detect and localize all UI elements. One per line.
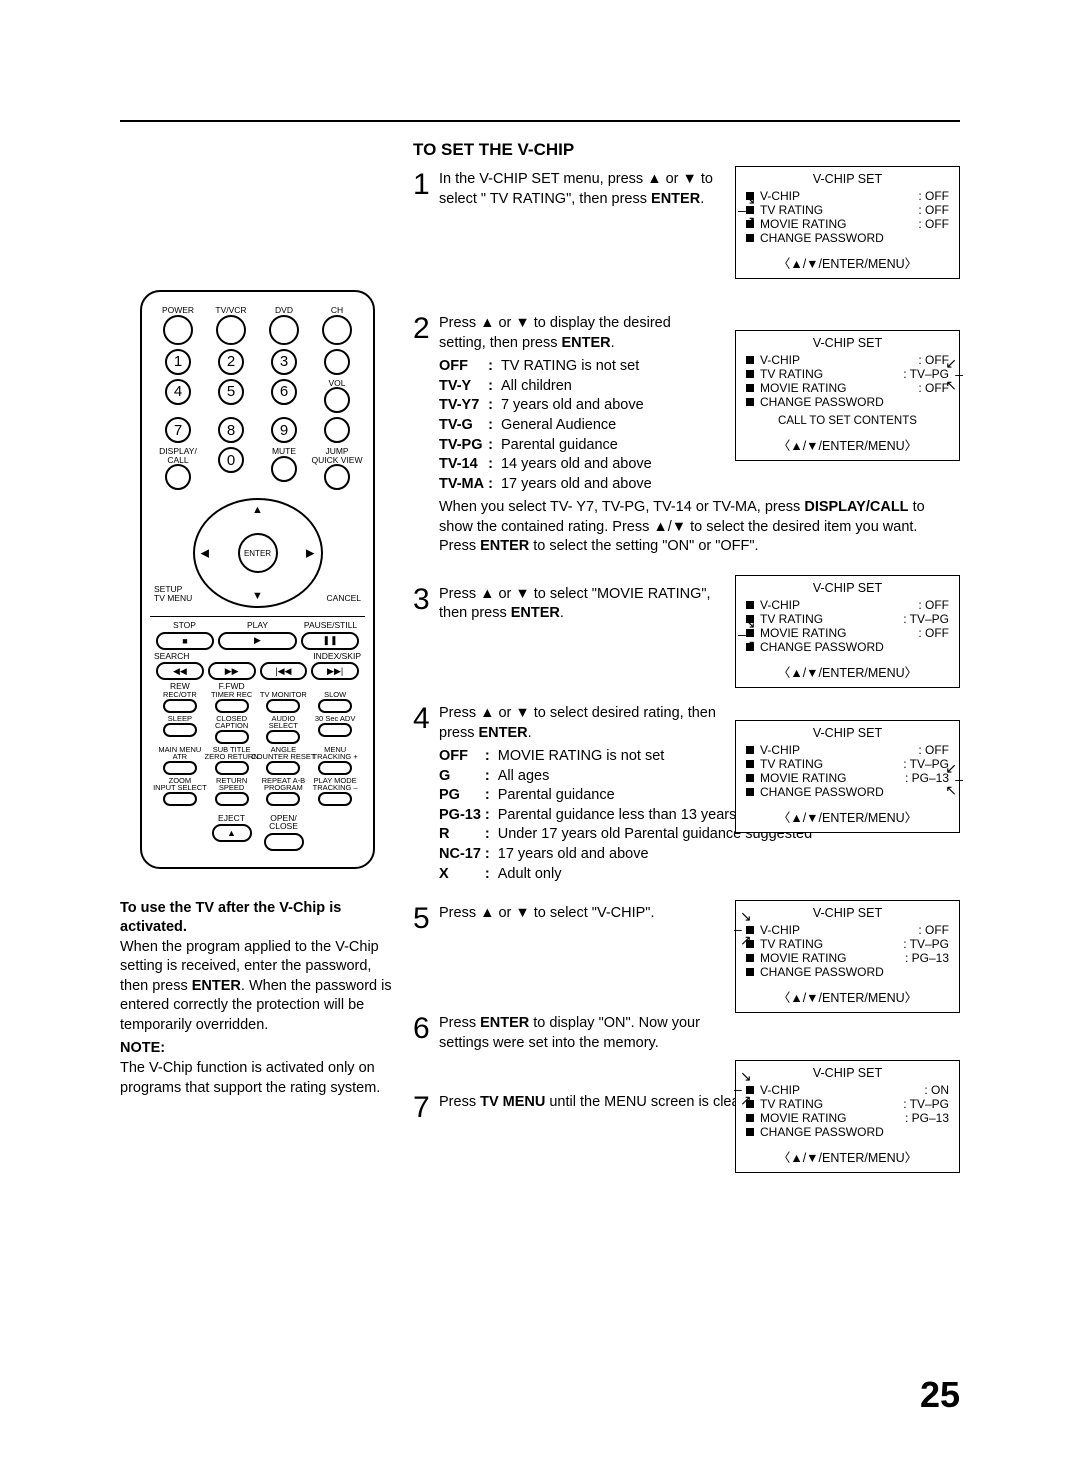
- nav-pad: ENTER ▲▼▶◀: [193, 498, 323, 608]
- num-8: 8: [218, 417, 244, 443]
- vol-label: VOL: [328, 379, 345, 388]
- vol-up-button: [324, 387, 350, 413]
- ch-down-button: [324, 349, 350, 375]
- setup-label: SETUP TV MENU: [154, 585, 192, 602]
- num-1: 1: [165, 349, 191, 375]
- right-column: TO SET THE V-CHIP 1In the V-CHIP SET men…: [413, 140, 960, 1133]
- enter-button: ENTER: [238, 533, 278, 573]
- note-heading: To use the TV after the V-Chip is activa…: [120, 899, 395, 938]
- num-6: 6: [271, 379, 297, 405]
- osd-step-5: V-CHIP SETV-CHIPOFF↘↗–TV RATINGTV–PGMOVI…: [735, 900, 960, 1013]
- osd-step-1: V-CHIP SETV-CHIPOFFTV RATINGOFF↘↗–MOVIE …: [735, 166, 960, 279]
- button-row-a: REC/OTRTIMER RECTV MONITORSLOW: [154, 691, 361, 715]
- note-body: When the program applied to the V-Chip s…: [120, 938, 395, 1036]
- power-label: POWER: [162, 306, 194, 315]
- search-label: SEARCH: [154, 651, 189, 661]
- power-button: [163, 315, 193, 345]
- open-button: [264, 833, 304, 851]
- num-4: 4: [165, 379, 191, 405]
- tvvcr-label: TV/VCR: [215, 306, 246, 315]
- num-5: 5: [218, 379, 244, 405]
- page-number: 25: [920, 1374, 960, 1416]
- stop-label: STOP: [154, 621, 215, 630]
- num-7: 7: [165, 417, 191, 443]
- skip-back-button: |◀◀: [260, 662, 308, 680]
- index-label: INDEX/SKIP: [313, 651, 361, 661]
- play-button: ▶: [218, 632, 297, 650]
- button-row-c: MAIN MENU ATRSUB TITLE ZERO RETURNANGLE …: [154, 746, 361, 777]
- tvvcr-button: [216, 315, 246, 345]
- num-3: 3: [271, 349, 297, 375]
- left-note: To use the TV after the V-Chip is activa…: [120, 899, 395, 1099]
- mute-button: [271, 456, 297, 482]
- button-row-d: ZOOM INPUT SELECTRETURN SPEEDREPEAT A-B …: [154, 777, 361, 808]
- num-2: 2: [218, 349, 244, 375]
- dvd-button: [269, 315, 299, 345]
- osd-step-3: V-CHIP SETV-CHIPOFFTV RATINGTV–PGMOVIE R…: [735, 575, 960, 688]
- rew-button: ◀◀: [156, 662, 204, 680]
- eject-label: EJECT: [212, 814, 252, 823]
- eject-button: ▲: [212, 824, 252, 842]
- ch-label: CH: [331, 306, 343, 315]
- vol-down-button: [324, 417, 350, 443]
- display-call-button: [165, 464, 191, 490]
- play-label: PLAY: [215, 621, 300, 630]
- skip-fwd-button: ▶▶|: [311, 662, 359, 680]
- pause-label: PAUSE/STILL: [300, 621, 361, 630]
- remote-illustration: POWER TV/VCR DVD CH 1 2 3 4 5: [140, 290, 375, 869]
- num-0: 0: [218, 447, 244, 473]
- ffwd-button: ▶▶: [208, 662, 256, 680]
- jump-label: JUMP QUICK VIEW: [312, 447, 363, 464]
- ch-up-button: [322, 315, 352, 345]
- osd-step-4: V-CHIP SETV-CHIPOFFTV RATINGTV–PGMOVIE R…: [735, 720, 960, 833]
- button-row-b: SLEEPCLOSED CAPTIONAUDIO SELECT30 Sec AD…: [154, 715, 361, 746]
- manual-page: POWER TV/VCR DVD CH 1 2 3 4 5: [120, 120, 960, 1133]
- osd-step-2: V-CHIP SETV-CHIPOFFTV RATINGTV–PG↙↖–MOVI…: [735, 330, 960, 461]
- step-6: 6Press ENTER to display "ON". Now your s…: [413, 1014, 960, 1053]
- section-title: TO SET THE V-CHIP: [413, 140, 960, 160]
- pause-button: ❚❚: [301, 632, 359, 650]
- osd-step-6: V-CHIP SETV-CHIPON↘↗–TV RATINGTV–PGMOVIE…: [735, 1060, 960, 1173]
- left-column: POWER TV/VCR DVD CH 1 2 3 4 5: [120, 140, 395, 1133]
- display-call-label: DISPLAY/ CALL: [159, 447, 197, 464]
- mute-label: MUTE: [272, 447, 296, 456]
- num-9: 9: [271, 417, 297, 443]
- stop-button: ■: [156, 632, 214, 650]
- note-label: NOTE:: [120, 1039, 395, 1059]
- dvd-label: DVD: [275, 306, 293, 315]
- jump-button: [324, 464, 350, 490]
- note-body-2: The V-Chip function is activated only on…: [120, 1059, 395, 1098]
- top-rule: [120, 120, 960, 122]
- cancel-label: CANCEL: [327, 594, 361, 603]
- open-label: OPEN/ CLOSE: [264, 814, 304, 831]
